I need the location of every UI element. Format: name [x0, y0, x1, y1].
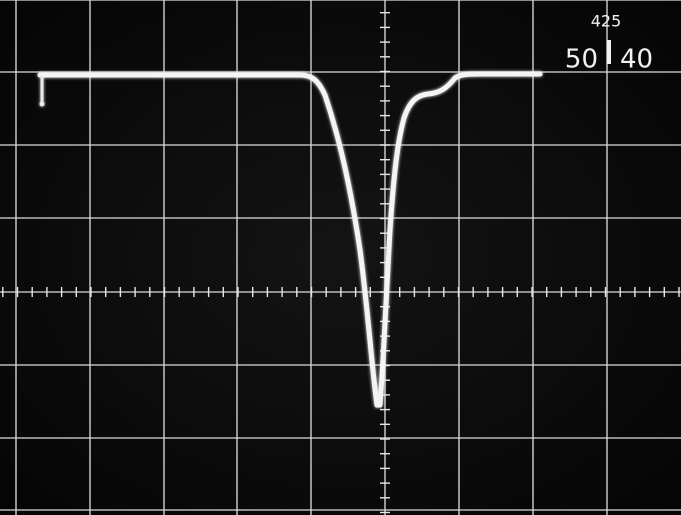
page: {"readout": {"top": "425", "left": "50",…: [0, 0, 681, 515]
oscilloscope-screen: 425 50 40: [0, 0, 681, 515]
trace-start-dot: [40, 102, 45, 107]
readout-right: 40: [620, 45, 653, 75]
readout-top: 425: [591, 12, 622, 31]
readout-left: 50: [565, 45, 598, 75]
